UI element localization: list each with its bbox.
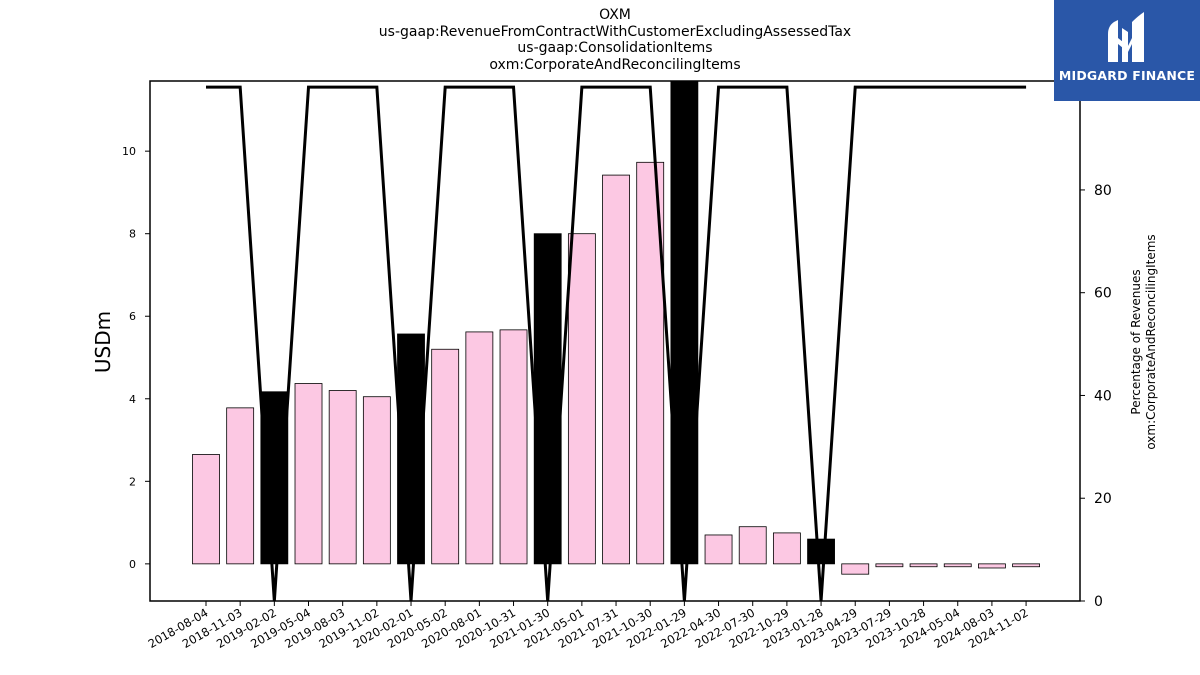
- bar-2021-07-31: [602, 174, 630, 565]
- bar-2022-07-30: [738, 526, 767, 565]
- percentage-line: [206, 85, 1027, 602]
- y-tick-label: 10: [122, 145, 136, 158]
- bar-2024-05-04: [943, 563, 972, 568]
- bar-2019-08-03: [328, 390, 357, 565]
- bar-2023-10-28: [909, 563, 938, 568]
- y-tick-label: 4: [129, 393, 136, 406]
- bar-2018-08-04: [192, 454, 220, 565]
- y2-tick-label: 40: [1094, 388, 1112, 404]
- bar-2021-05-01: [567, 233, 596, 565]
- chart-title-line-3: us-gaap:ConsolidationItems: [517, 40, 713, 56]
- bar-2020-05-02: [431, 348, 460, 565]
- bar-2020-08-01: [465, 331, 494, 565]
- chart-title-line-2: us-gaap:RevenueFromContractWithCustomerE…: [378, 24, 852, 40]
- bar-2024-11-02: [1012, 563, 1040, 568]
- bar-2023-04-29: [841, 563, 870, 575]
- y2-axis-label-line-2: oxm:CorporateAndReconcilingItems: [1144, 234, 1158, 449]
- bar-2023-07-29: [875, 563, 904, 568]
- bar-2023-01-28: [807, 538, 835, 565]
- brand-logo-text: MIDGARD FINANCE: [1058, 68, 1196, 83]
- bar-2024-08-03: [978, 563, 1006, 569]
- y-tick-label: 0: [129, 558, 136, 571]
- chart-title-line-4: oxm:CorporateAndReconcilingItems: [489, 57, 741, 73]
- y-axis-label: USDm: [91, 311, 115, 373]
- bar-2022-10-29: [772, 532, 801, 565]
- y2-tick-label: 0: [1094, 594, 1103, 610]
- bar-2022-04-30: [704, 534, 733, 565]
- brand-logo: MIDGARD FINANCE: [1054, 0, 1200, 101]
- y2-tick-label: 60: [1094, 286, 1112, 302]
- bar-2021-01-30: [533, 233, 562, 565]
- y-tick-label: 6: [129, 310, 136, 323]
- bar-2020-10-31: [499, 329, 528, 565]
- bar-2018-11-03: [226, 407, 255, 565]
- y2-tick-label: 20: [1094, 491, 1112, 507]
- y-tick-label: 8: [129, 228, 136, 241]
- line-layer: [206, 85, 1027, 602]
- bar-2019-05-04: [294, 383, 323, 565]
- y2-tick-label: 80: [1094, 183, 1112, 199]
- midgard-logo-icon: [1108, 12, 1144, 62]
- y-tick-label: 2: [129, 475, 136, 488]
- bar-2022-01-29: [670, 80, 699, 565]
- bar-2019-11-02: [362, 396, 391, 565]
- chart-title-line-1: OXM: [599, 7, 631, 23]
- plot-frame: [149, 80, 1081, 602]
- y2-axis-label-line-1: Percentage of Revenues: [1129, 269, 1143, 414]
- bars-layer: [192, 80, 1040, 575]
